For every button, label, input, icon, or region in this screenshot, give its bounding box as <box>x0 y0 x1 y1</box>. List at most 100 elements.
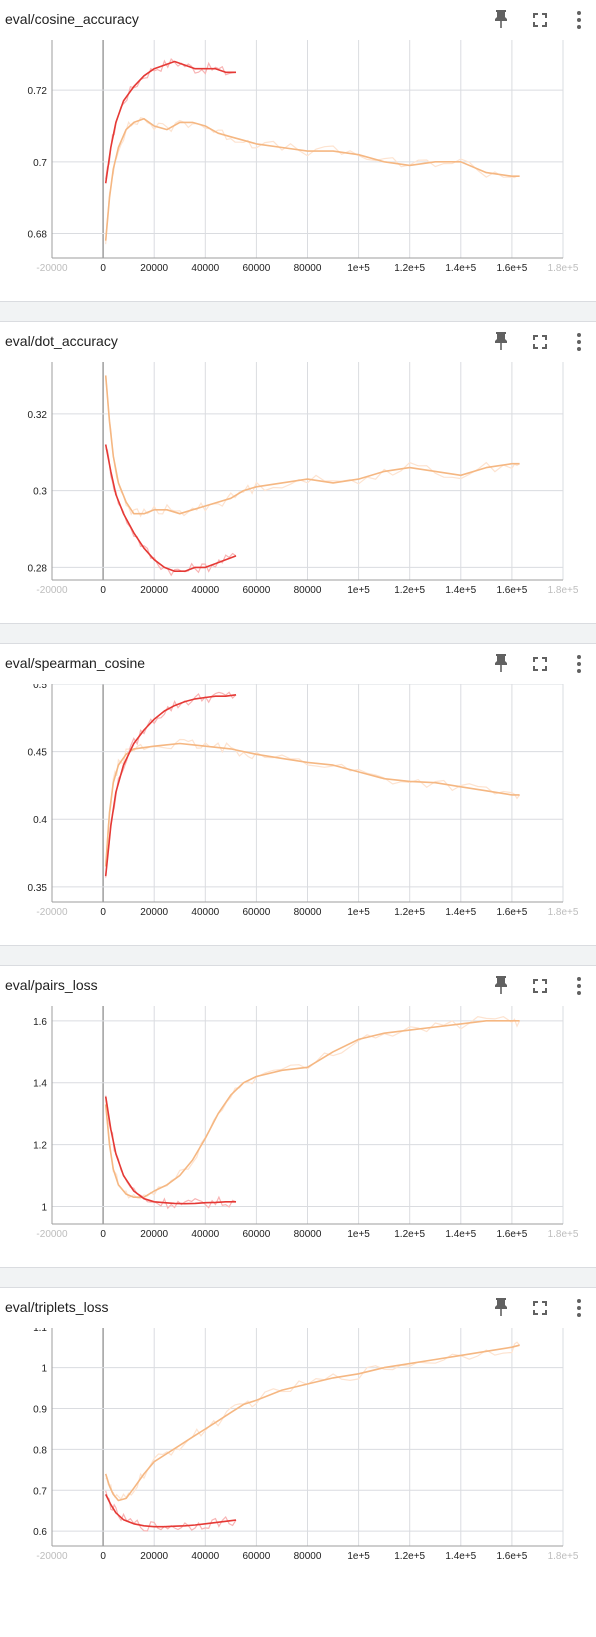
y-tick-label: 0.4 <box>33 815 47 826</box>
fullscreen-icon <box>528 330 552 354</box>
x-tick-label: 1.8e+5 <box>548 263 579 274</box>
x-tick-label: 0 <box>100 585 106 596</box>
card-title: eval/dot_accuracy <box>5 333 118 349</box>
y-tick-label: 1.6 <box>33 1017 47 1028</box>
scalar-card: eval/triplets_loss -20000 0 20000 40000 60000… <box>0 1288 596 1589</box>
more-options-button[interactable] <box>567 652 591 676</box>
y-tick-label: 0.32 <box>28 410 48 421</box>
y-tick-label: 1 <box>41 1202 47 1213</box>
x-tick-label: 0 <box>100 1229 106 1240</box>
x-tick-label: -20000 <box>36 1551 68 1562</box>
line-chart[interactable]: -20000 0 20000 40000 60000 80000 1e+5 1.2e+5 1.4… <box>0 1328 596 1568</box>
y-tick-label: 0.5 <box>33 684 47 691</box>
card-separator <box>0 945 596 966</box>
pin-button[interactable] <box>489 652 513 676</box>
pin-icon <box>489 652 513 676</box>
x-tick-label: 80000 <box>294 1551 322 1562</box>
fullscreen-button[interactable] <box>528 652 552 676</box>
scalar-card: eval/pairs_loss -20000 0 20000 40000 60000 800… <box>0 966 596 1267</box>
x-tick-label: 40000 <box>191 907 219 918</box>
x-tick-label: 40000 <box>191 1229 219 1240</box>
x-tick-label: 1.6e+5 <box>496 263 527 274</box>
y-tick-label: 0.28 <box>28 563 48 574</box>
smoothed-series-line <box>104 1494 237 1528</box>
smoothed-series-line <box>104 118 520 241</box>
y-tick-label: 0.35 <box>28 883 48 894</box>
x-tick-label: 1.4e+5 <box>445 585 476 596</box>
more-options-button[interactable] <box>567 330 591 354</box>
x-tick-label: 80000 <box>294 585 322 596</box>
y-tick-label: 1.2 <box>33 1141 47 1152</box>
x-tick-label: 1e+5 <box>347 1229 370 1240</box>
x-tick-label: 1.8e+5 <box>548 907 579 918</box>
y-tick-label: 0.7 <box>33 1486 47 1497</box>
fullscreen-button[interactable] <box>528 330 552 354</box>
more-vert-icon <box>567 1296 591 1320</box>
y-tick-label: 0.6 <box>33 1527 47 1538</box>
pin-button[interactable] <box>489 8 513 32</box>
x-tick-label: 20000 <box>140 1229 168 1240</box>
raw-series-line <box>105 738 521 866</box>
x-tick-label: 40000 <box>191 585 219 596</box>
pin-button[interactable] <box>489 330 513 354</box>
card-header: eval/pairs_loss <box>0 966 596 1006</box>
x-tick-label: 1.2e+5 <box>394 585 425 596</box>
fullscreen-icon <box>528 1296 552 1320</box>
x-tick-label: 40000 <box>191 263 219 274</box>
line-chart[interactable]: -20000 0 20000 40000 60000 80000 1e+5 1.2e+5 1.4… <box>0 1006 596 1246</box>
more-options-button[interactable] <box>567 8 591 32</box>
card-header: eval/triplets_loss <box>0 1288 596 1328</box>
line-chart[interactable]: -20000 0 20000 40000 60000 80000 1e+5 1.2e+5 1.4… <box>0 684 596 924</box>
x-tick-label: 1.2e+5 <box>394 263 425 274</box>
x-tick-label: 0 <box>100 907 106 918</box>
y-tick-label: 1.1 <box>33 1328 47 1334</box>
card-separator <box>0 1267 596 1288</box>
y-tick-label: 1.4 <box>33 1079 47 1090</box>
pin-button[interactable] <box>489 1296 513 1320</box>
fullscreen-button[interactable] <box>528 8 552 32</box>
card-separator <box>0 301 596 322</box>
x-tick-label: 1.4e+5 <box>445 1551 476 1562</box>
x-tick-label: 1.6e+5 <box>496 585 527 596</box>
x-tick-label: 20000 <box>140 1551 168 1562</box>
x-tick-label: -20000 <box>36 585 68 596</box>
more-options-button[interactable] <box>567 974 591 998</box>
x-tick-label: 1.6e+5 <box>496 907 527 918</box>
scalar-cards-container: eval/cosine_accuracy -20000 0 20000 40000 600… <box>0 0 596 1589</box>
pin-icon <box>489 974 513 998</box>
more-options-button[interactable] <box>567 1296 591 1320</box>
x-tick-label: 80000 <box>294 907 322 918</box>
smoothed-series-line <box>104 375 520 515</box>
scalar-card: eval/spearman_cosine -20000 0 20000 40000 600… <box>0 644 596 945</box>
pin-button[interactable] <box>489 974 513 998</box>
fullscreen-button[interactable] <box>528 1296 552 1320</box>
y-tick-label: 1 <box>41 1364 47 1375</box>
x-tick-label: -20000 <box>36 907 68 918</box>
x-tick-label: 0 <box>100 1551 106 1562</box>
scalar-card: eval/cosine_accuracy -20000 0 20000 40000 600… <box>0 0 596 301</box>
x-tick-label: 80000 <box>294 1229 322 1240</box>
x-tick-label: 80000 <box>294 263 322 274</box>
raw-series-line <box>105 691 237 878</box>
card-title: eval/pairs_loss <box>5 977 98 993</box>
x-tick-label: 1.4e+5 <box>445 263 476 274</box>
smoothed-series-line <box>104 1020 520 1198</box>
smoothed-series-line <box>104 1344 520 1502</box>
smoothed-series-line <box>104 444 237 572</box>
x-tick-label: 40000 <box>191 1551 219 1562</box>
x-tick-label: 20000 <box>140 585 168 596</box>
x-tick-label: 60000 <box>242 907 270 918</box>
y-tick-label: 0.8 <box>33 1445 47 1456</box>
line-chart[interactable]: -20000 0 20000 40000 60000 80000 1e+5 1.2e+5 1.4… <box>0 40 596 280</box>
more-vert-icon <box>567 974 591 998</box>
x-tick-label: 1.4e+5 <box>445 1229 476 1240</box>
x-tick-label: 20000 <box>140 907 168 918</box>
y-tick-label: 0.45 <box>28 748 48 759</box>
x-tick-label: 1.4e+5 <box>445 907 476 918</box>
more-vert-icon <box>567 8 591 32</box>
x-tick-label: 1.2e+5 <box>394 1551 425 1562</box>
fullscreen-button[interactable] <box>528 974 552 998</box>
x-tick-label: 0 <box>100 263 106 274</box>
x-tick-label: 1.6e+5 <box>496 1551 527 1562</box>
line-chart[interactable]: -20000 0 20000 40000 60000 80000 1e+5 1.2e+5 1.4… <box>0 362 596 602</box>
